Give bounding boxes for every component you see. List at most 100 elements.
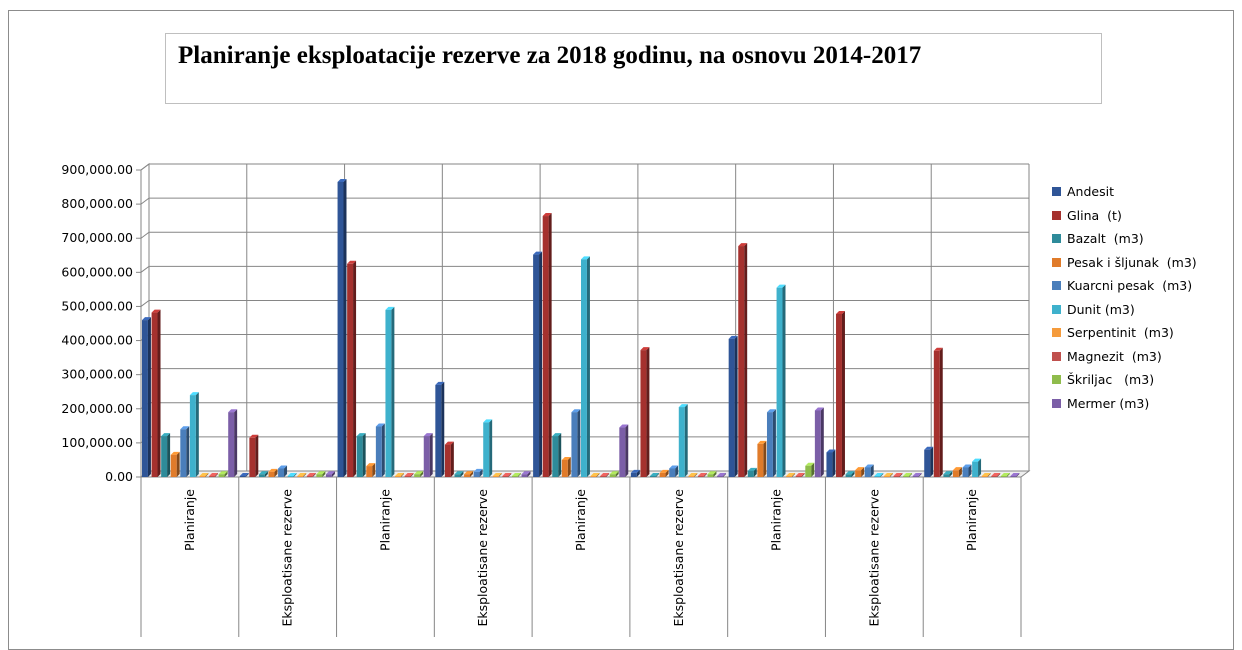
legend-item: Dunit (m3) [1052, 298, 1197, 322]
x-category-label: Planiranje [964, 489, 979, 551]
bar [659, 472, 666, 477]
bar-side [331, 471, 335, 477]
bar-side [460, 471, 464, 477]
bar [805, 465, 812, 477]
bar-top [142, 317, 151, 321]
bar [962, 467, 969, 477]
bar-side [655, 472, 659, 477]
bar-side [646, 347, 650, 477]
bar-side [234, 409, 238, 477]
legend-swatch [1052, 187, 1061, 197]
bar-side [517, 472, 521, 477]
bar [239, 475, 246, 477]
x-category-label: Planiranje [573, 489, 588, 551]
bar-top [640, 347, 650, 351]
legend-item: Andesit [1052, 180, 1197, 204]
bar-top [228, 409, 238, 413]
bar-side [899, 473, 903, 477]
bar [464, 474, 471, 477]
bar-top [943, 471, 953, 475]
bar-side [410, 473, 414, 477]
bar-side [303, 473, 307, 477]
bar [1000, 476, 1007, 477]
bar-top [249, 434, 259, 438]
bar-top [903, 473, 913, 476]
bar-top [542, 213, 552, 217]
bar-side [400, 473, 404, 477]
bar [981, 476, 988, 477]
legend-label: Dunit (m3) [1067, 301, 1135, 317]
bar [972, 461, 979, 477]
bar-side [909, 473, 913, 477]
bar-side [147, 317, 151, 477]
bar [728, 338, 735, 477]
bar [542, 216, 549, 478]
bar-top [795, 473, 805, 476]
bar-top [757, 440, 767, 444]
bar-side [734, 335, 738, 477]
bar [571, 412, 578, 477]
bar-side [548, 213, 552, 478]
bar-top [287, 473, 297, 476]
bar-top [297, 473, 307, 476]
y-tick-label: 100,000.00 [61, 435, 133, 450]
bar [776, 287, 783, 477]
bar-side [274, 468, 278, 477]
bar [395, 476, 401, 477]
bar [933, 350, 940, 477]
bar-top [502, 473, 512, 476]
y-tick-label: 300,000.00 [61, 367, 133, 382]
bar-top [678, 404, 688, 408]
bar-top [375, 423, 385, 427]
bar [278, 468, 285, 477]
bar-top [483, 419, 493, 423]
bar-top [874, 473, 884, 476]
legend-item: Pesak i šljunak (m3) [1052, 251, 1197, 275]
bar-top [356, 433, 366, 437]
bar-top [883, 473, 893, 476]
bar-side [782, 284, 786, 477]
bar [561, 459, 568, 477]
bar-side [214, 473, 218, 477]
bar-side [694, 473, 698, 477]
bar [161, 436, 168, 477]
bar-side [880, 473, 884, 477]
legend-swatch [1052, 328, 1061, 338]
bar-side [586, 256, 590, 477]
y-tick-label: 500,000.00 [61, 298, 133, 313]
bar-top [893, 473, 903, 476]
bar [180, 429, 187, 477]
bar-top [630, 469, 640, 473]
y-tick-label: 800,000.00 [61, 196, 133, 211]
bar [435, 384, 442, 477]
bar-top [385, 306, 395, 310]
bar-top [404, 473, 414, 476]
bar-side [801, 473, 805, 477]
bar [316, 474, 323, 477]
bar-side [489, 419, 493, 477]
legend-swatch [1052, 351, 1061, 361]
bar-side [841, 310, 845, 477]
x-category-label: Eksploatisane rezerve [475, 489, 490, 627]
bar [717, 475, 724, 477]
chart-title: Planiranje eksploatacije rezerve za 2018… [178, 42, 922, 69]
y-tick-label: 900,000.00 [61, 162, 133, 177]
bar-side [703, 473, 707, 477]
bar [297, 476, 304, 477]
bar-top [659, 469, 669, 473]
legend-label: Andesit [1067, 184, 1114, 200]
bar [609, 474, 616, 477]
bar-side [186, 426, 190, 477]
bar [142, 320, 148, 477]
bar [590, 476, 597, 477]
bar-top [170, 451, 180, 455]
bar-side [1006, 473, 1010, 477]
bar-side [391, 306, 395, 477]
bar-side [968, 464, 972, 477]
bar-side [567, 456, 571, 477]
x-category-label: Eksploatisane rezerve [280, 489, 295, 627]
bar-side [861, 467, 865, 477]
bar [189, 395, 196, 477]
bar [650, 475, 656, 477]
bar [483, 422, 490, 477]
